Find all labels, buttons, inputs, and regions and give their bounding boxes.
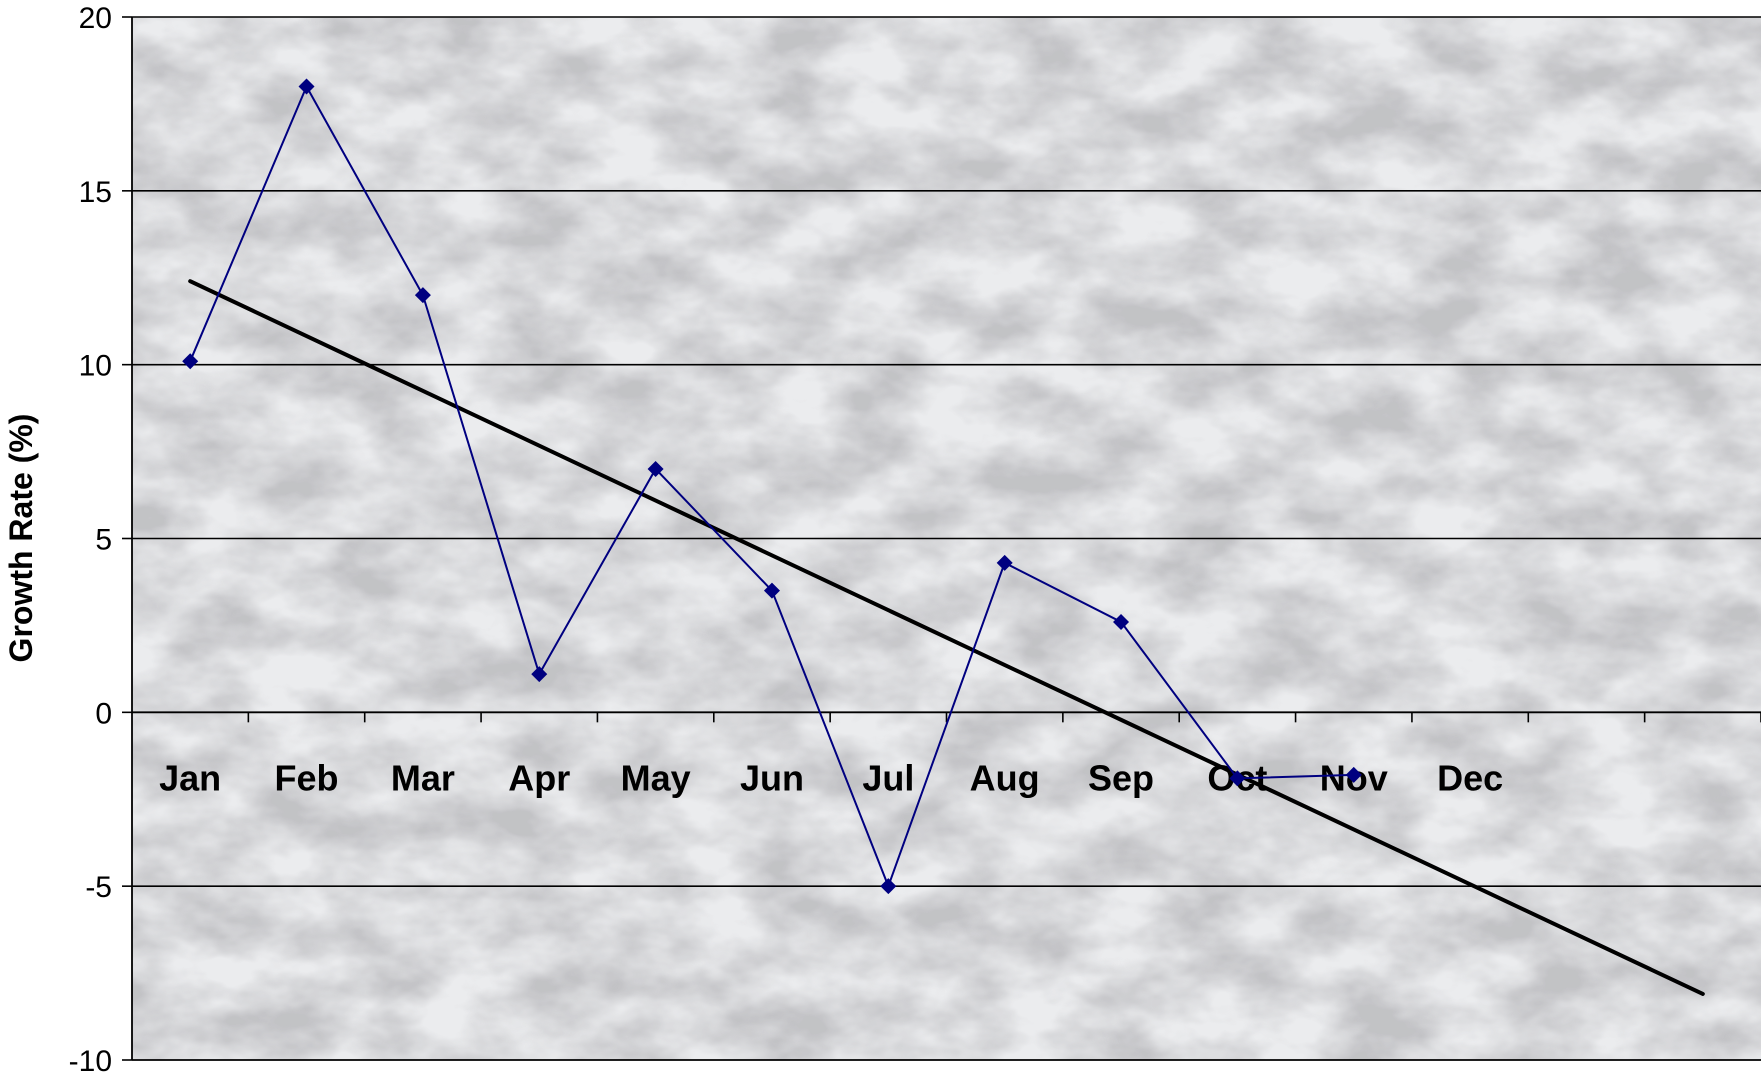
category-label-sep: Sep xyxy=(1088,757,1154,798)
data-series xyxy=(182,78,1362,895)
trendline xyxy=(188,279,1705,996)
category-label-apr: Apr xyxy=(508,757,570,798)
data-point-may xyxy=(647,460,664,477)
y-tick-label--5: -5 xyxy=(85,871,112,904)
category-label-feb: Feb xyxy=(275,757,339,798)
category-label-dec: Dec xyxy=(1437,757,1503,798)
x-axis-categories: JanFebMarAprMayJunJulAugSepOctNovDec xyxy=(159,757,1503,798)
data-point-jun xyxy=(763,582,780,599)
data-point-jul xyxy=(880,878,897,895)
category-label-jul: Jul xyxy=(862,757,914,798)
gridlines xyxy=(132,16,1761,887)
y-tick-label-0: 0 xyxy=(95,697,112,730)
data-point-mar xyxy=(414,287,431,304)
y-tick-label-20: 20 xyxy=(79,2,112,35)
data-point-oct xyxy=(1229,770,1246,787)
data-point-sep xyxy=(1113,613,1130,630)
category-label-may: May xyxy=(621,757,691,798)
y-tick-label--10: -10 xyxy=(69,1045,112,1078)
y-tick-label-10: 10 xyxy=(79,350,112,383)
y-tick-label-15: 15 xyxy=(79,176,112,209)
data-point-nov xyxy=(1345,766,1362,783)
y-tick-label-5: 5 xyxy=(95,524,112,557)
y-axis-ticks: -10 -5 0 5 10 15 20 xyxy=(69,2,132,1078)
trendline-line xyxy=(188,279,1705,996)
category-label-aug: Aug xyxy=(970,757,1040,798)
y-axis-title: Growth Rate (%) xyxy=(3,414,39,663)
data-point-aug xyxy=(996,554,1013,571)
category-label-jan: Jan xyxy=(159,757,221,798)
data-point-apr xyxy=(531,666,548,683)
category-label-mar: Mar xyxy=(391,757,455,798)
category-label-jun: Jun xyxy=(740,757,804,798)
data-point-feb xyxy=(298,78,315,95)
data-point-jan xyxy=(182,353,199,370)
